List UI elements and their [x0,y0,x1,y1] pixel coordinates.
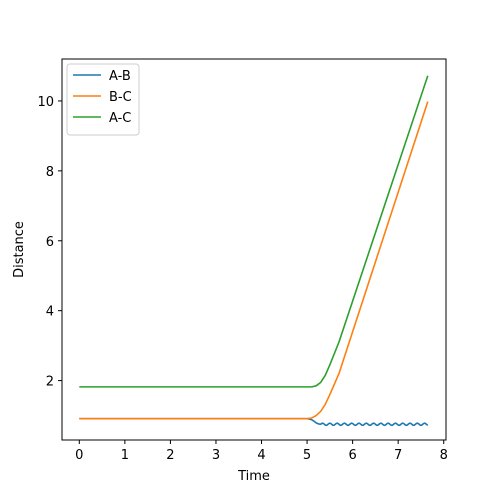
series-line-a-b [79,417,429,427]
y-tick-label: 10 [37,95,54,110]
y-tick-label: 4 [46,305,54,320]
legend: A-B B-C A-C [66,63,140,136]
series-line-a-c [79,75,429,388]
x-tick-label: 6 [348,448,356,463]
plot-frame [61,58,447,441]
y-tick-label: 2 [46,375,54,390]
plot-lines [79,75,429,427]
x-axis-ticks: 0 1 2 3 4 5 6 7 8 [75,440,448,463]
legend-label: A-C [109,111,131,126]
x-tick-label: 7 [394,448,402,463]
series-line-b-c [79,101,429,420]
legend-label: B-C [109,90,132,105]
x-tick-label: 5 [303,448,311,463]
x-tick-label: 0 [75,448,83,463]
x-tick-label: 4 [257,448,265,463]
y-tick-label: 6 [46,235,54,250]
y-tick-label: 8 [46,165,54,180]
legend-label: A-B [109,69,131,84]
x-tick-label: 2 [166,448,174,463]
x-tick-label: 1 [121,448,129,463]
x-tick-label: 8 [440,448,448,463]
y-axis-label: Distance [12,221,27,278]
y-axis-ticks: 2 4 6 8 10 [37,95,62,390]
x-tick-label: 3 [212,448,220,463]
x-axis-label: Time [237,469,270,484]
